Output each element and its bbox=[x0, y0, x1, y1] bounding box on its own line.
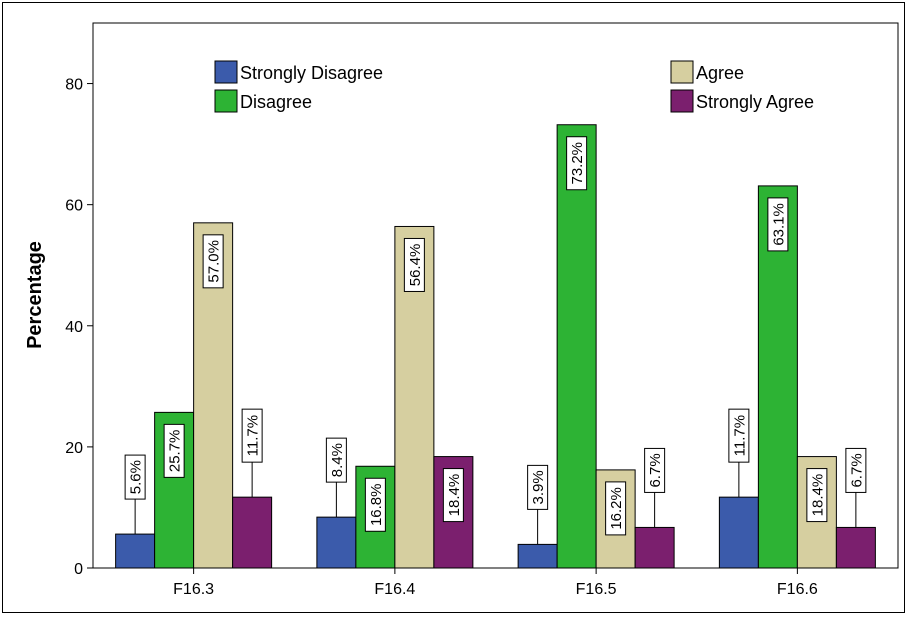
bar-F16.6-strongly-agree bbox=[835, 526, 876, 569]
data-label-box-frame bbox=[202, 234, 224, 289]
y-axis-title: Percentage bbox=[24, 241, 46, 349]
data-label-box: 3.9% bbox=[527, 464, 549, 510]
bar-F16.3-strongly-agree bbox=[232, 496, 273, 569]
y-tick-label: 80 bbox=[65, 77, 83, 94]
data-label: 16.8% bbox=[368, 483, 385, 526]
bar-chart: 5.6% 25.7% 57.0% 11.7% 8.4% 16.8% 56.4% 18.4% 3.… bbox=[24, 22, 899, 598]
legend-swatch bbox=[214, 60, 238, 84]
data-label: 8.4% bbox=[329, 443, 346, 477]
data-label-box-frame bbox=[442, 468, 464, 523]
data-label-box: 11.7% bbox=[241, 408, 263, 463]
data-label-box-frame bbox=[364, 477, 386, 532]
bar-F16.5-strongly-disagree bbox=[517, 543, 558, 569]
data-label: 11.7% bbox=[731, 415, 748, 456]
y-tick-label: 0 bbox=[74, 561, 83, 578]
legend-label: Strongly Disagree bbox=[240, 63, 383, 83]
data-label-box: 11.7% bbox=[728, 408, 750, 463]
x-tick-label: F16.6 bbox=[777, 581, 818, 598]
legend-label: Strongly Agree bbox=[696, 92, 814, 112]
y-tick-label: 40 bbox=[65, 319, 83, 336]
data-label-box-frame bbox=[124, 454, 146, 500]
legend-label: Disagree bbox=[240, 92, 312, 112]
bar-F16.5-strongly-agree bbox=[634, 526, 675, 569]
data-label-box-frame bbox=[163, 423, 185, 478]
data-label-box: 16.8% bbox=[364, 477, 386, 532]
data-label-box: 16.2% bbox=[605, 481, 627, 536]
bar-F16.3-strongly-disagree bbox=[115, 533, 156, 569]
data-label: 5.6% bbox=[128, 460, 145, 494]
data-label: 6.7% bbox=[848, 453, 865, 487]
data-label-box: 18.4% bbox=[442, 468, 464, 523]
data-label-box: 73.2% bbox=[566, 136, 588, 191]
data-label-box: 6.7% bbox=[845, 447, 867, 493]
bar-F16.5-disagree bbox=[556, 124, 597, 569]
data-label: 11.7% bbox=[245, 415, 262, 456]
data-label-box: 63.1% bbox=[767, 197, 789, 252]
legend-swatch bbox=[214, 89, 238, 113]
y-tick-label: 60 bbox=[65, 198, 83, 215]
data-label-box: 57.0% bbox=[202, 234, 224, 289]
data-label: 57.0% bbox=[206, 240, 223, 283]
bar-F16.6-strongly-disagree bbox=[718, 496, 759, 569]
legend-label: Agree bbox=[696, 63, 744, 83]
data-label-box: 5.6% bbox=[124, 454, 146, 500]
data-label: 18.4% bbox=[809, 474, 826, 517]
y-tick-label: 20 bbox=[65, 440, 83, 457]
data-label-box-frame bbox=[566, 136, 588, 191]
x-tick-label: F16.5 bbox=[576, 581, 617, 598]
x-tick-label: F16.3 bbox=[173, 581, 214, 598]
data-label: 73.2% bbox=[569, 142, 586, 185]
data-label-box: 6.7% bbox=[644, 447, 666, 493]
data-label: 18.4% bbox=[446, 474, 463, 517]
data-label-box-frame bbox=[728, 408, 750, 463]
data-label-box-frame bbox=[644, 447, 666, 493]
data-label-box-frame bbox=[605, 481, 627, 536]
data-label-box-frame bbox=[325, 437, 347, 483]
data-label: 6.7% bbox=[647, 453, 664, 487]
legend-swatch bbox=[670, 89, 694, 113]
data-label: 3.9% bbox=[530, 470, 547, 504]
data-label-box-frame bbox=[241, 408, 263, 463]
x-tick-label: F16.4 bbox=[374, 581, 415, 598]
legend-swatch bbox=[670, 60, 694, 84]
data-label-box-frame bbox=[845, 447, 867, 493]
data-label: 16.2% bbox=[608, 487, 625, 530]
data-label-box: 25.7% bbox=[163, 423, 185, 478]
data-label: 56.4% bbox=[407, 244, 424, 287]
data-label-box: 18.4% bbox=[806, 468, 828, 523]
data-label-box-frame bbox=[806, 468, 828, 523]
data-label-box: 56.4% bbox=[403, 237, 425, 292]
data-label-box-frame bbox=[767, 197, 789, 252]
data-label-box-frame bbox=[527, 464, 549, 510]
bar-F16.4-strongly-disagree bbox=[316, 516, 357, 569]
data-label-box: 8.4% bbox=[325, 437, 347, 483]
data-label-box-frame bbox=[403, 237, 425, 292]
data-label: 25.7% bbox=[167, 430, 184, 473]
data-label: 63.1% bbox=[770, 203, 787, 246]
